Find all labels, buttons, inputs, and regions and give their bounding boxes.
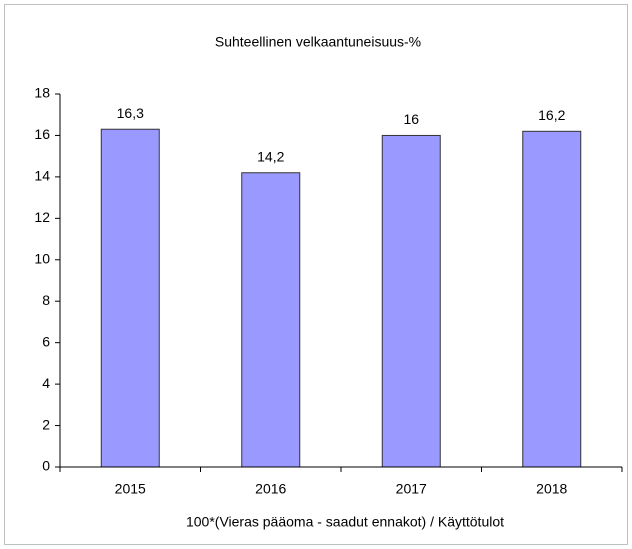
y-tick-label: 16 bbox=[34, 126, 50, 142]
bar bbox=[522, 130, 582, 468]
y-tick-label: 18 bbox=[34, 85, 50, 101]
y-tick-label: 4 bbox=[42, 375, 50, 391]
x-tick-label: 2017 bbox=[396, 481, 427, 497]
data-label: 16 bbox=[403, 111, 419, 127]
x-tick-label: 2016 bbox=[255, 481, 286, 497]
data-label: 16,2 bbox=[538, 107, 565, 123]
y-tick-label: 0 bbox=[42, 458, 50, 474]
x-axis-label: 100*(Vieras pääoma - saadut ennakot) / K… bbox=[186, 514, 504, 530]
bar bbox=[241, 172, 301, 468]
bar bbox=[100, 128, 160, 468]
y-tick-label: 10 bbox=[34, 250, 50, 266]
data-label: 16,3 bbox=[117, 105, 144, 121]
y-tick-label: 14 bbox=[34, 168, 50, 184]
y-tick-label: 6 bbox=[42, 333, 50, 349]
y-tick-label: 2 bbox=[42, 416, 50, 432]
bar bbox=[381, 134, 441, 468]
y-tick-label: 12 bbox=[34, 209, 50, 225]
chart-title: Suhteellinen velkaantuneisuus-% bbox=[215, 34, 421, 50]
x-tick-label: 2018 bbox=[536, 481, 567, 497]
x-tick-label: 2015 bbox=[115, 481, 146, 497]
data-label: 14,2 bbox=[257, 148, 284, 164]
y-tick-label: 8 bbox=[42, 292, 50, 308]
